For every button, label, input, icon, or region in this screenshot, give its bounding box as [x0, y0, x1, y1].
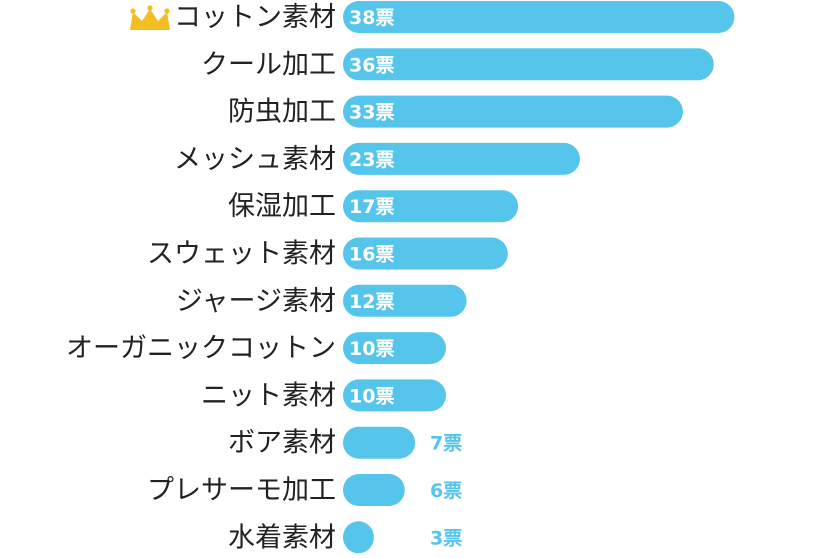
bar-7	[343, 332, 446, 365]
category-label-6: ジャージ素材	[176, 286, 336, 317]
category-label-1: クール加工	[201, 49, 336, 80]
category-label-2: 防虫加工	[228, 97, 336, 128]
bar-3	[343, 142, 580, 175]
category-label-10: プレサーモ加工	[147, 475, 336, 506]
value-label-2: 33票	[349, 102, 394, 124]
category-label-8: ニット素材	[201, 380, 336, 411]
crown-icon	[130, 5, 170, 30]
value-label-10: 6票	[430, 480, 462, 502]
value-label-5: 16票	[349, 244, 394, 266]
category-label-3: メッシュ素材	[174, 144, 336, 175]
category-label-11: 水着素材	[228, 522, 336, 553]
bar-1	[343, 48, 714, 81]
bar-0	[343, 1, 735, 33]
bar-2	[343, 95, 683, 128]
category-label-7: オーガニックコットン	[66, 333, 336, 364]
category-label-0: コットン素材	[174, 2, 336, 33]
value-label-8: 10票	[349, 385, 394, 407]
bar-5	[343, 237, 508, 270]
value-label-11: 3票	[430, 527, 462, 549]
value-label-9: 7票	[430, 433, 462, 455]
bar-6	[343, 284, 467, 317]
bar-10	[343, 474, 405, 506]
bar-4	[343, 190, 519, 223]
category-label-9: ボア素材	[228, 428, 336, 459]
value-label-6: 12票	[349, 291, 394, 313]
category-label-5: スウェット素材	[147, 239, 336, 270]
bar-9	[343, 426, 416, 459]
bar-8	[343, 379, 446, 412]
value-label-3: 23票	[349, 149, 394, 171]
value-label-0: 38票	[349, 7, 394, 29]
value-label-1: 36票	[349, 54, 394, 76]
value-label-7: 10票	[349, 338, 394, 360]
category-label-4: 保湿加工	[228, 191, 336, 222]
value-label-4: 17票	[349, 196, 394, 218]
bar-11	[343, 521, 374, 554]
